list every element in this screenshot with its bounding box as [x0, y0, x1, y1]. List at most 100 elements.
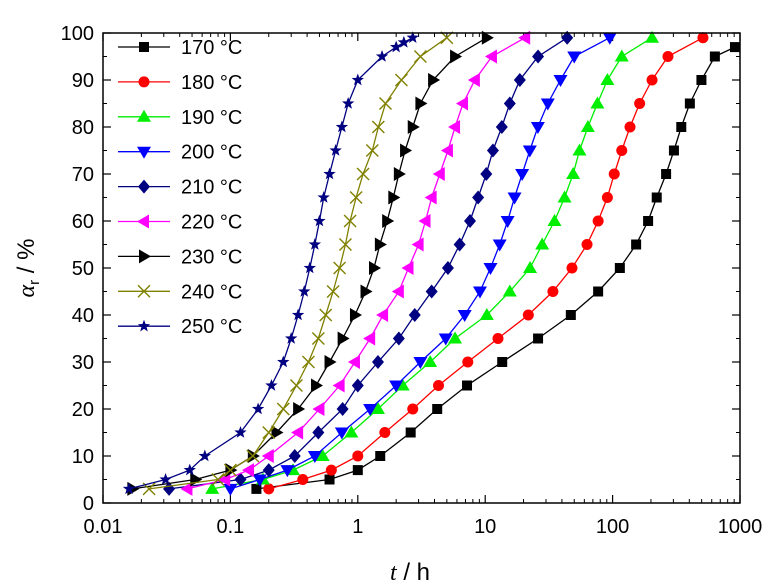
legend-label: 240 °C	[181, 281, 242, 303]
legend-label: 190 °C	[181, 107, 242, 129]
y-axis-subscript: r	[26, 280, 43, 285]
y-tick-label: 60	[72, 211, 94, 233]
tick-labels: 0.01 0.1 1 10 100 1000 0 10 20 30 40 50 60 70 80 90 100	[61, 23, 763, 538]
series-0-point	[352, 465, 363, 476]
series-7-point	[326, 285, 340, 298]
series-6-point	[400, 143, 413, 158]
series-7-line	[148, 37, 448, 490]
x-axis-unit: / h	[397, 559, 430, 586]
series-1-point	[547, 286, 559, 297]
series-1-point	[616, 145, 628, 156]
series-8-point	[122, 482, 136, 495]
series-4-point	[288, 449, 301, 463]
plot-frame	[102, 32, 741, 504]
series-4-point	[503, 96, 516, 111]
series-4-point	[371, 355, 384, 369]
series-2-line	[212, 37, 653, 490]
series-3-point	[567, 51, 582, 64]
series-0-point	[462, 380, 473, 391]
x-tick-label: 1000	[718, 516, 763, 538]
legend-entry-2: 190 °C	[118, 107, 242, 129]
series-2-point	[423, 355, 438, 367]
legend-marker	[137, 109, 151, 122]
series-5-point	[448, 120, 461, 134]
series-3-point	[363, 404, 378, 416]
legend-entry-5: 220 °C	[118, 212, 242, 234]
series-1-point	[608, 168, 620, 180]
series-group	[122, 30, 740, 496]
series-3-point	[483, 263, 498, 275]
series-2-point	[205, 481, 220, 494]
series-3-point	[472, 286, 487, 299]
x-tick-label: 1	[352, 516, 363, 538]
series-2-point	[590, 96, 605, 109]
series-8-point	[406, 31, 419, 43]
series-6-point	[393, 167, 406, 181]
series-7-point	[276, 402, 290, 416]
series-5-point	[261, 449, 274, 463]
series-7-point	[379, 97, 393, 110]
series-7-point	[365, 144, 379, 157]
legend-entry-8: 250 °C	[118, 316, 242, 338]
series-1-line	[268, 37, 704, 490]
series-1-point	[566, 262, 578, 274]
legend-marker	[138, 76, 150, 88]
y-tick-label: 10	[72, 446, 94, 468]
series-8-point	[335, 120, 349, 133]
x-tick-label: 0.1	[216, 516, 244, 538]
series-0-point	[643, 216, 654, 226]
legend-label: 250 °C	[181, 316, 242, 338]
series-5-point	[467, 73, 480, 87]
series-1-point	[263, 483, 275, 495]
series-5-point	[363, 331, 376, 346]
series-2-point	[448, 331, 463, 344]
series-8-point	[183, 463, 196, 476]
y-axis-unit: / %	[13, 239, 40, 280]
series-6-point	[360, 284, 373, 299]
legend-entry-3: 200 °C	[118, 142, 242, 164]
series-0-point	[631, 239, 642, 250]
series-4-point	[234, 472, 247, 487]
legend-entry-7: 240 °C	[118, 281, 242, 303]
series-7-point	[333, 261, 347, 275]
series-2-point	[600, 73, 615, 85]
x-axis-symbol: t	[390, 560, 398, 586]
series-2-point	[535, 237, 550, 250]
series-3-point	[223, 483, 238, 496]
series-6-point	[337, 331, 350, 346]
series-6-point	[247, 449, 260, 463]
series-8-point	[265, 379, 278, 391]
series-7-point	[262, 426, 276, 439]
series-8-line	[128, 37, 414, 490]
series-6-point	[374, 237, 387, 252]
series-8-point	[298, 285, 311, 297]
legend-marker	[139, 249, 151, 264]
series-3	[223, 32, 617, 496]
series-8-point	[329, 144, 342, 156]
series-8-point	[303, 261, 316, 274]
series-4-point	[453, 237, 466, 252]
series-0-point	[593, 286, 604, 297]
series-7-point	[371, 120, 385, 134]
series-5-point	[347, 355, 360, 369]
series-6-point	[349, 308, 362, 322]
legend-label: 180 °C	[181, 72, 242, 94]
series-2-point	[523, 261, 538, 273]
series-1-point	[592, 215, 604, 227]
series-5-point	[180, 481, 193, 496]
x-tick-label: 0.01	[84, 516, 123, 538]
series-1-point	[325, 464, 337, 476]
series-7-point	[349, 191, 363, 204]
series-8-point	[285, 332, 298, 344]
series-1-point	[646, 74, 658, 86]
series-0-point	[668, 145, 679, 156]
series-6-point	[382, 214, 395, 228]
series-5-line	[187, 37, 526, 490]
series-4-point	[425, 284, 438, 299]
series-7-point	[211, 473, 225, 486]
series-3-point	[307, 451, 322, 463]
series-3-line	[230, 37, 611, 490]
series-5-point	[291, 425, 304, 440]
series-5-point	[391, 284, 404, 299]
series-2-point	[614, 49, 629, 62]
